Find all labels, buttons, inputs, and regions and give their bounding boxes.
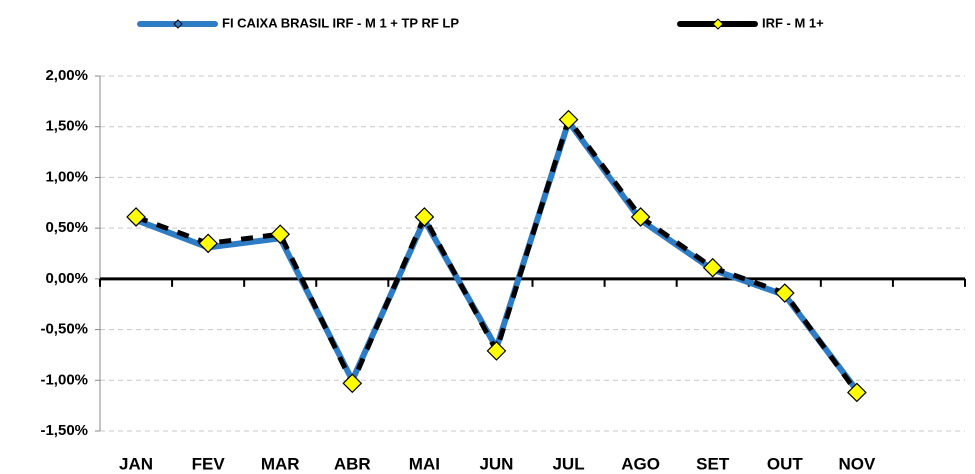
y-tick-label: 0,50% — [45, 219, 88, 236]
x-tick-label: NOV — [838, 454, 876, 473]
x-tick-label: JUN — [479, 454, 513, 473]
x-tick-label: FEV — [192, 454, 226, 473]
x-tick-label: OUT — [767, 454, 804, 473]
marker — [774, 283, 795, 303]
legend-marker — [173, 19, 183, 29]
y-tick-label: -1,00% — [40, 371, 88, 388]
marker — [342, 373, 363, 394]
y-tick-label: -0,50% — [40, 321, 88, 338]
marker — [702, 257, 723, 278]
y-tick-label: -1,50% — [40, 422, 88, 439]
marker — [414, 207, 435, 227]
x-tick-label: JUL — [552, 454, 584, 473]
legend-label: FI CAIXA BRASIL IRF - M 1 + TP RF LP — [222, 15, 459, 30]
marker — [486, 341, 507, 361]
x-tick-label: ABR — [334, 454, 371, 473]
x-tick-label: MAR — [261, 454, 300, 473]
legend-item: FI CAIXA BRASIL IRF - M 1 + TP RF LP — [137, 15, 459, 30]
legend-marker — [712, 18, 724, 30]
x-tick-label: SET — [696, 454, 730, 473]
legend-label: IRF - M 1+ — [762, 15, 824, 30]
marker — [198, 233, 218, 254]
marker — [847, 382, 867, 403]
marker — [126, 207, 146, 227]
x-tick-label: JAN — [119, 454, 153, 473]
y-tick-label: 2,00% — [45, 67, 88, 84]
marker — [270, 224, 291, 245]
x-tick-label: AGO — [621, 454, 660, 473]
x-tick-label: MAI — [409, 454, 440, 473]
marker — [558, 109, 579, 130]
legend-item: IRF - M 1+ — [677, 15, 824, 30]
marker — [630, 207, 651, 227]
y-tick-label: 1,00% — [45, 168, 88, 185]
y-tick-label: 0,00% — [45, 270, 88, 287]
y-tick-label: 1,50% — [45, 118, 88, 135]
